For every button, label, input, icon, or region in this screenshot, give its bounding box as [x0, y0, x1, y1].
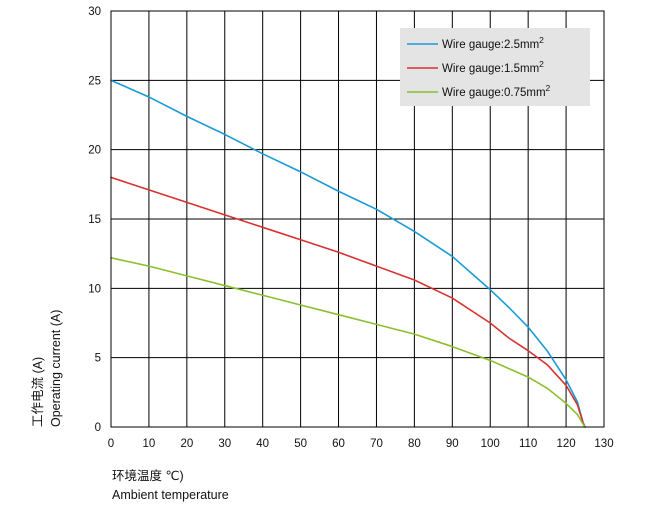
x-axis-label-cn: 环境温度 ℃): [112, 468, 184, 483]
y-tick-label: 20: [88, 145, 101, 157]
legend-label-superscript: 2: [546, 83, 551, 93]
plot-frame: [110, 10, 605, 428]
x-tick-label: 50: [294, 438, 307, 450]
y-tick-label: 15: [88, 214, 101, 226]
y-axis-label-en: Operating current (A): [49, 310, 63, 427]
legend-label-text: Wire gauge:1.5mm: [442, 63, 539, 75]
x-tick-label: 70: [370, 438, 383, 450]
y-tick-label: 30: [88, 6, 101, 18]
legend-label-1: Wire gauge:1.5mm2: [442, 59, 544, 75]
x-tick-label: 120: [556, 438, 575, 450]
x-tick-label: 60: [332, 438, 345, 450]
legend-label-0: Wire gauge:2.5mm2: [442, 35, 544, 51]
series-line-0: [110, 79, 586, 428]
legend-box: [400, 28, 590, 106]
legend-label-text: Wire gauge:0.75mm: [442, 87, 546, 99]
x-tick-label: 0: [108, 438, 114, 450]
x-tick-label: 10: [143, 438, 156, 450]
series-line-2: [110, 257, 586, 428]
series-lines: [110, 79, 586, 428]
series-line-1: [110, 176, 586, 428]
legend-label-superscript: 2: [539, 35, 544, 45]
x-tick-label: 110: [519, 438, 537, 450]
x-tick-label: 90: [446, 438, 459, 450]
legend-label-superscript: 2: [539, 59, 544, 69]
legend-label-text: Wire gauge:2.5mm: [442, 39, 539, 51]
y-tick-label: 0: [95, 422, 101, 434]
y-tick-label: 10: [88, 283, 101, 295]
x-tick-label: 40: [256, 438, 269, 450]
y-axis-label-cn: 工作电流 (A): [31, 357, 45, 427]
x-tick-label: 80: [408, 438, 421, 450]
y-tick-labels: 0 5 10 15 20 25 30: [88, 6, 101, 434]
x-tick-label: 100: [481, 438, 500, 450]
x-axis-label-en: Ambient temperature: [112, 488, 229, 502]
y-tick-label: 5: [95, 353, 101, 365]
x-tick-label: 130: [594, 438, 613, 450]
x-tick-label: 30: [218, 438, 231, 450]
x-tick-label: 20: [180, 438, 193, 450]
legend-label-2: Wire gauge:0.75mm2: [442, 83, 551, 99]
x-tick-labels: 0 10 20 30 40 50 60 70 80 90 100 110 120 130: [108, 438, 614, 450]
y-tick-label: 25: [88, 75, 101, 87]
